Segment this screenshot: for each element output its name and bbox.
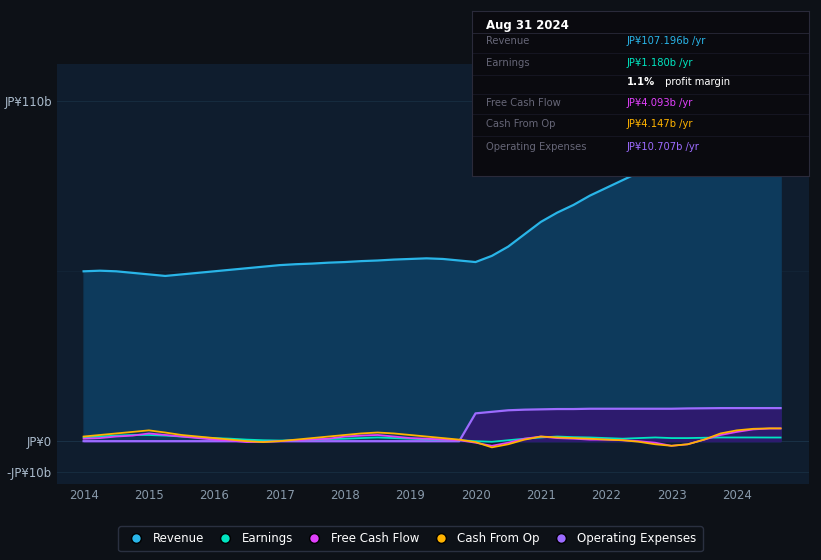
Text: JP¥4.093b /yr: JP¥4.093b /yr bbox=[627, 98, 693, 108]
Legend: Revenue, Earnings, Free Cash Flow, Cash From Op, Operating Expenses: Revenue, Earnings, Free Cash Flow, Cash … bbox=[118, 526, 703, 551]
Text: JP¥4.147b /yr: JP¥4.147b /yr bbox=[627, 119, 694, 129]
Text: JP¥1.180b /yr: JP¥1.180b /yr bbox=[627, 58, 694, 68]
Text: 1.1%: 1.1% bbox=[627, 77, 655, 87]
Text: Operating Expenses: Operating Expenses bbox=[485, 142, 586, 152]
Text: JP¥107.196b /yr: JP¥107.196b /yr bbox=[627, 36, 706, 46]
Text: JP¥10.707b /yr: JP¥10.707b /yr bbox=[627, 142, 699, 152]
Text: Free Cash Flow: Free Cash Flow bbox=[485, 98, 560, 108]
Text: Aug 31 2024: Aug 31 2024 bbox=[485, 20, 568, 32]
Text: Revenue: Revenue bbox=[485, 36, 529, 46]
Text: profit margin: profit margin bbox=[663, 77, 731, 87]
Text: Cash From Op: Cash From Op bbox=[485, 119, 555, 129]
Text: Earnings: Earnings bbox=[485, 58, 530, 68]
